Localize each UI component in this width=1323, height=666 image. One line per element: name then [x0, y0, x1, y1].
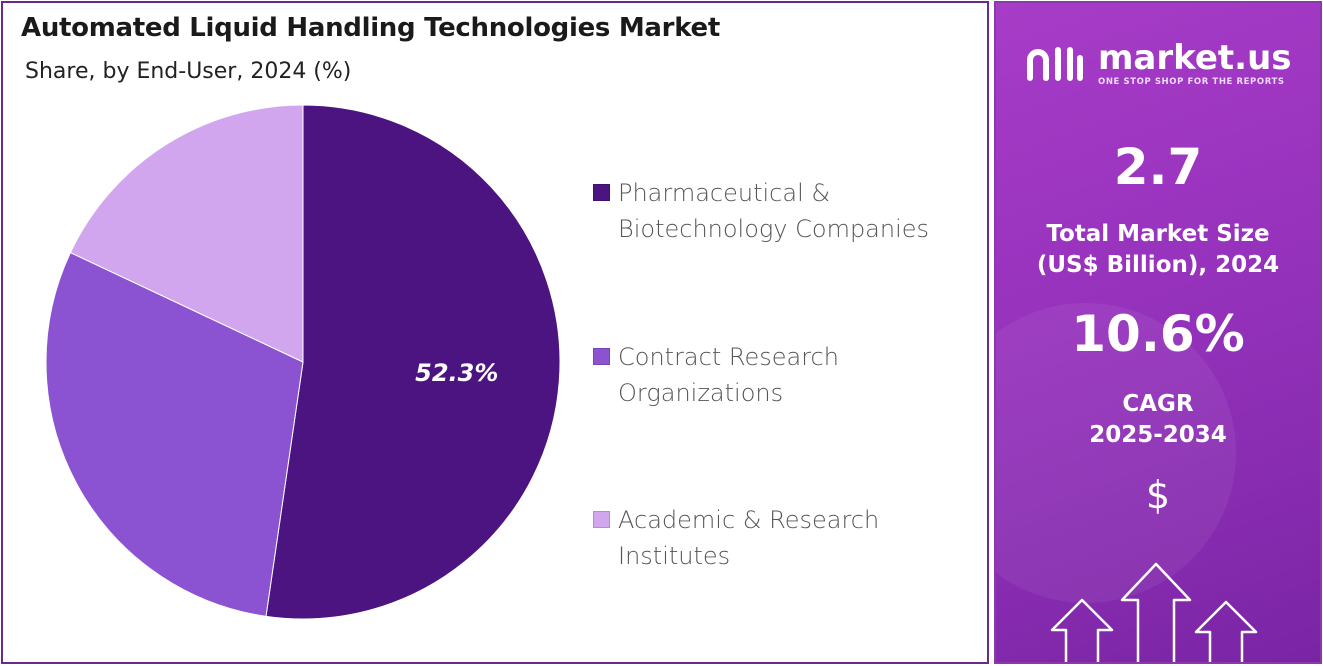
legend-label-academic: Academic & Research Institutes — [618, 502, 968, 574]
pie-chart: 52.3% — [45, 104, 561, 620]
legend-label-line: Biotechnology Companies — [618, 215, 930, 243]
market-size-label-1: Total Market Size — [1046, 221, 1270, 247]
market-size-value: 2.7 — [1113, 138, 1203, 196]
legend-swatch-contract-research — [593, 348, 610, 365]
brand-tagline: ONE STOP SHOP FOR THE REPORTS — [1098, 77, 1285, 87]
dollar-icon: $ — [1145, 473, 1171, 517]
market-us-logo-icon — [1027, 47, 1083, 81]
brand-name: market.us — [1098, 38, 1292, 78]
pie-slice-academic — [69, 104, 304, 363]
stats-panel: market.us ONE STOP SHOP FOR THE REPORTS … — [994, 1, 1322, 664]
cagr-label-1: CAGR — [1122, 391, 1194, 417]
legend-label-line: Academic & Research — [618, 506, 880, 534]
chart-title: Automated Liquid Handling Technologies M… — [21, 13, 720, 43]
brand-logo[interactable]: market.us ONE STOP SHOP FOR THE REPORTS — [1026, 41, 1292, 87]
legend-item-academic: Academic & Research Institutes — [593, 502, 968, 574]
chart-subtitle: Share, by End-User, 2024 (%) — [25, 59, 352, 84]
legend-label-line: Contract Research — [618, 343, 839, 371]
legend-item-contract-research: Contract Research Organizations — [593, 339, 968, 411]
data-label-pharmaceutical: 52.3% — [415, 359, 498, 387]
market-size-label-2: (US$ Billion), 2024 — [1036, 252, 1280, 278]
cagr-value: 10.6% — [1071, 305, 1245, 363]
legend-label-contract-research: Contract Research Organizations — [618, 339, 968, 411]
background-glow — [996, 303, 1236, 603]
chart-panel: Automated Liquid Handling Technologies M… — [1, 1, 989, 664]
legend-label-line: Institutes — [618, 542, 731, 570]
legend-label-line: Pharmaceutical & — [618, 179, 831, 207]
legend-item-pharmaceutical: Pharmaceutical & Biotechnology Companies — [593, 175, 968, 247]
legend-swatch-pharmaceutical — [593, 184, 610, 201]
pie-slice-contract-research — [45, 251, 304, 617]
cagr-label-2: 2025-2034 — [1089, 422, 1227, 448]
legend-label-pharmaceutical: Pharmaceutical & Biotechnology Companies — [618, 175, 968, 247]
pie-slice-pharmaceutical — [265, 104, 561, 620]
legend-swatch-academic — [593, 511, 610, 528]
up-arrows-icon — [1050, 562, 1258, 662]
legend-label-line: Organizations — [618, 379, 784, 407]
